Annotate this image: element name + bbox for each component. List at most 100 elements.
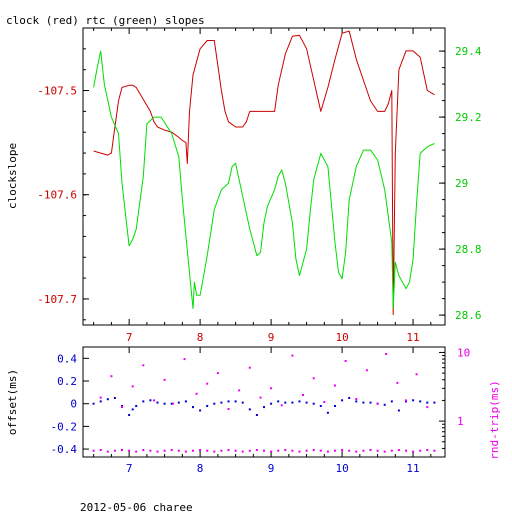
offset-point <box>199 409 202 412</box>
offset-point <box>131 408 134 411</box>
rnd-trip-point <box>369 449 372 451</box>
rnd-trip-point <box>227 449 230 451</box>
rnd-trip-point <box>263 449 265 452</box>
rnd-trip-point <box>405 449 407 452</box>
rnd-trip-point <box>305 449 308 452</box>
rnd-trip-point <box>99 449 102 451</box>
rnd-trip-point <box>106 450 109 453</box>
top-left-y-tick-label: -107.5 <box>37 85 77 98</box>
rnd-trip-outlier-point <box>365 369 368 372</box>
rnd-trip-point <box>376 449 379 452</box>
rnd-trip-point <box>248 449 251 452</box>
rnd-trip-point <box>184 450 187 453</box>
rnd-trip-point <box>156 450 159 453</box>
rnd-trip-point <box>412 450 415 453</box>
offset-point <box>92 402 95 405</box>
rnd-trip-point <box>199 449 202 451</box>
offset-point <box>277 400 280 403</box>
offset-point <box>192 406 194 409</box>
offset-point <box>163 402 166 405</box>
rnd-trip-outlier-point <box>355 398 358 400</box>
rnd-trip-outlier-point <box>216 372 219 375</box>
rnd-trip-point <box>355 450 358 453</box>
rnd-trip-point <box>291 449 294 452</box>
top-plot-frame <box>82 27 446 326</box>
top-x-tick-label: 10 <box>335 331 348 344</box>
bottom-x-axis-label: 2012-05-06 charee <box>80 501 193 512</box>
rnd-trip-outlier-point <box>99 396 102 399</box>
rnd-trip-point <box>113 449 116 452</box>
top-x-tick-label: 9 <box>268 331 275 344</box>
top-x-tick-label: 7 <box>126 331 133 344</box>
offset-point <box>383 403 386 406</box>
offset-point <box>177 401 180 404</box>
bottom-right-y-ticks: 10 1 <box>439 346 470 449</box>
top-x-tick-label: 8 <box>197 331 204 344</box>
rnd-trip-point <box>149 449 152 452</box>
top-x-ticks: 7 8 9 10 11 <box>93 28 432 344</box>
rnd-trip-outlier-point <box>163 378 166 381</box>
bottom-left-y-tick-label: 0.4 <box>57 352 77 365</box>
top-right-y-tick-label: 29.4 <box>455 45 482 58</box>
rnd-trip-outlier-point <box>405 399 407 402</box>
offset-point <box>362 401 365 404</box>
rtc-slope-line <box>93 50 435 309</box>
rnd-trip-outlier-point <box>183 358 186 361</box>
rnd-trip-outlier-point <box>259 396 262 399</box>
offset-point <box>113 397 116 399</box>
offset-point <box>270 402 273 405</box>
bottom-plot-frame <box>82 346 446 458</box>
offset-point <box>312 402 315 405</box>
bottom-left-y-tick-label: 0.2 <box>57 375 77 388</box>
offset-point <box>227 400 230 403</box>
top-chart-title: clock (red) rtc (green) slopes <box>6 14 205 27</box>
bottom-x-tick-label: 10 <box>335 462 348 475</box>
offset-point <box>142 400 145 403</box>
rnd-trip-point <box>426 449 429 451</box>
rnd-trip-outlier-point <box>312 377 315 380</box>
rnd-trip-outlier-point <box>172 402 175 405</box>
top-right-y-tick-label: 28.6 <box>455 309 482 322</box>
top-left-y-tick-label: -107.6 <box>37 189 77 202</box>
rnd-trip-point <box>163 449 166 452</box>
rnd-trip-outlier-point <box>334 384 336 387</box>
rnd-trip-point <box>319 449 322 452</box>
bottom-right-y-tick-label: 1 <box>457 415 464 428</box>
offset-point <box>397 409 400 412</box>
offset-point <box>334 405 336 407</box>
rnd-trip-outlier-point <box>227 408 230 410</box>
rnd-trip-point <box>170 449 173 451</box>
rnd-trip-point <box>284 449 287 451</box>
rnd-trip-outlier-point <box>206 382 209 385</box>
top-x-tick-label: 11 <box>406 331 419 344</box>
rnd-trip-point <box>433 449 436 452</box>
bottom-right-y-tick-label: 10 <box>457 346 470 359</box>
rnd-trip-point <box>135 450 138 453</box>
top-left-y-ticks: -107.5 -107.6 -107.7 <box>37 27 89 321</box>
rnd-trip-point <box>326 450 329 453</box>
rnd-trip-outlier-point <box>415 373 418 376</box>
bottom-x-tick-label: 7 <box>126 462 133 475</box>
rnd-trip-point <box>255 449 258 451</box>
rnd-trip-point <box>128 449 131 452</box>
top-right-y-tick-label: 29 <box>455 177 468 190</box>
offset-point <box>419 400 422 403</box>
offset-point <box>121 405 123 407</box>
offset-point <box>184 400 187 403</box>
bottom-left-y-ticks: 0.4 0.2 0 -0.2 -0.4 <box>51 352 89 456</box>
rnd-trip-outlier-point <box>426 406 429 409</box>
rnd-trip-point <box>192 449 194 452</box>
bottom-left-y-tick-label: -0.2 <box>51 420 78 433</box>
bottom-left-y-tick-label: -0.4 <box>51 443 78 456</box>
offset-point <box>149 399 152 402</box>
rnd-trip-outlier-point <box>280 404 283 407</box>
offset-point <box>135 405 138 407</box>
offset-point <box>241 401 244 404</box>
rnd-trip-point <box>213 450 216 453</box>
rnd-trip-point <box>341 449 344 451</box>
bottom-panel: offset(ms) rnd-trip(ms) 2012-05-06 chare… <box>6 346 501 512</box>
offset-point <box>355 400 358 403</box>
offset-point <box>156 401 159 404</box>
